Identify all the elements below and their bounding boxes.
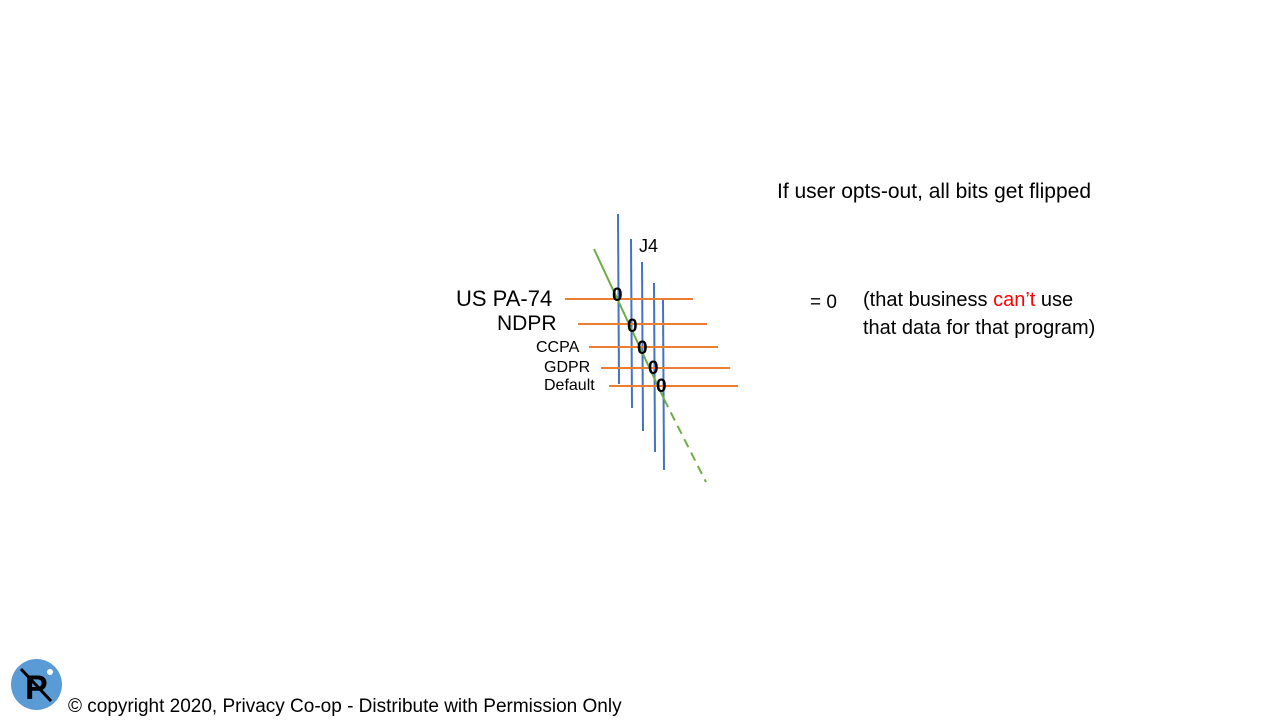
note-open: (that business <box>863 289 994 311</box>
bit-value: 0 <box>637 338 648 359</box>
diagonal-line <box>593 248 665 400</box>
result-note: (that business can’t use that data for t… <box>863 286 1095 342</box>
row-label-ccpa: CCPA <box>536 339 580 356</box>
bit-value: 0 <box>612 285 623 306</box>
diagonal-line-dashed <box>663 398 707 483</box>
bit-value: 0 <box>648 358 659 379</box>
bit-value: 0 <box>656 376 667 397</box>
row-label-gdpr: GDPR <box>544 359 591 376</box>
bit-value: 0 <box>627 316 638 337</box>
logo-letter: P <box>25 669 48 707</box>
row-label-ndpr: NDPR <box>497 312 557 335</box>
note-emphasis: can’t <box>993 289 1036 311</box>
logo-icon: P <box>19 667 53 707</box>
row-label-default: Default <box>544 377 595 394</box>
copyright-text: © copyright 2020, Privacy Co-op - Distri… <box>68 696 622 717</box>
row-label-us-pa-74: US PA-74 <box>456 286 553 311</box>
column-label: J4 <box>639 236 659 256</box>
equals-zero: = 0 <box>810 292 837 313</box>
privacy-coop-logo: P <box>11 659 62 710</box>
note-after: use <box>1035 289 1074 311</box>
result-note-line2: that data for that program) <box>863 317 1096 339</box>
headline: If user opts-out, all bits get flipped <box>777 180 1092 203</box>
result-note-line1: (that business can’t use <box>863 286 1095 314</box>
